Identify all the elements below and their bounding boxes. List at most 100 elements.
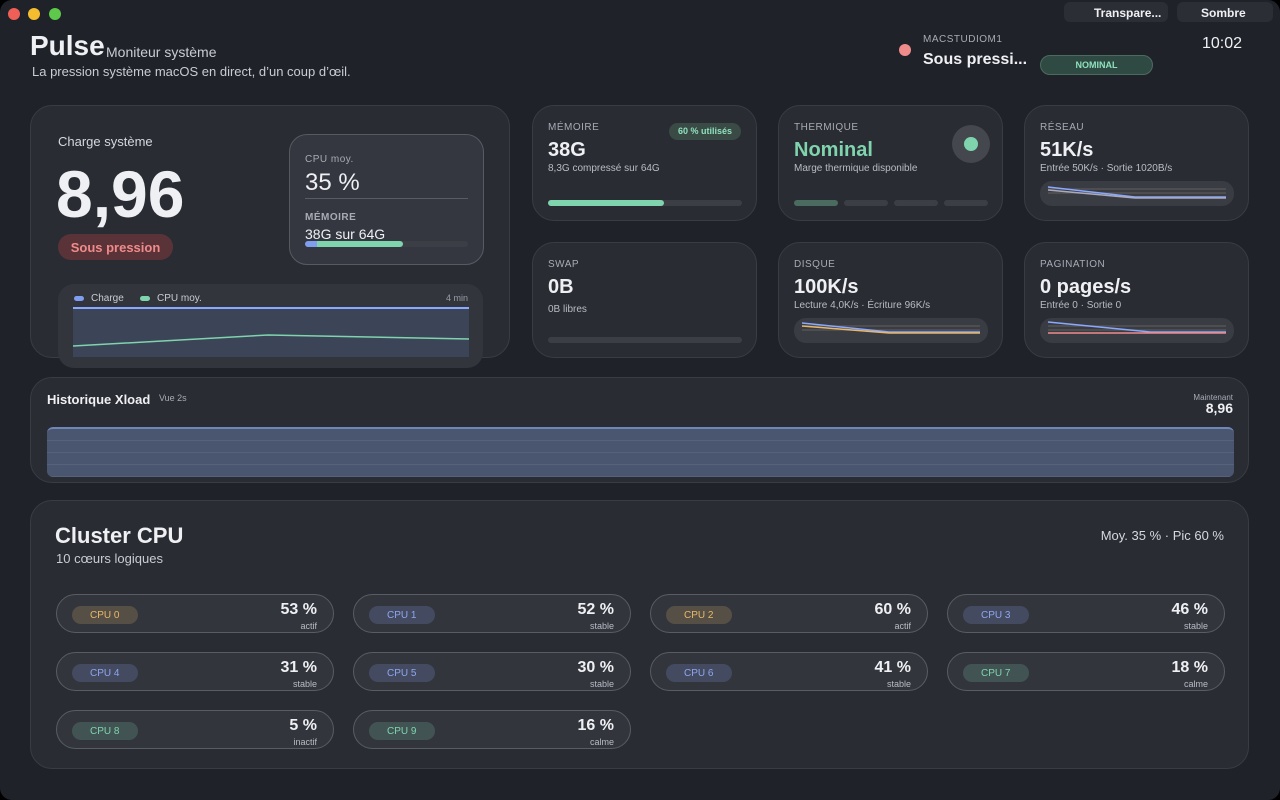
core-value: 5 % <box>289 717 317 734</box>
cluster-summary: Moy. 35 % · Pic 60 % <box>1100 528 1224 543</box>
close-button[interactable] <box>8 8 20 20</box>
segment <box>844 200 888 206</box>
tile-value: 0B <box>548 276 574 298</box>
core-pill: CPU 0 53 % actif <box>56 594 334 633</box>
tile-label: DISQUE <box>794 259 836 270</box>
load-chart: Charge CPU moy. 4 min <box>58 284 483 368</box>
history-card: Historique Xload Vue 2s Maintenant 8,96 <box>30 377 1249 483</box>
sparkline <box>1040 318 1234 343</box>
load-value: 8,96 <box>56 157 185 231</box>
core-name: CPU 2 <box>666 606 732 624</box>
core-value: 18 % <box>1171 659 1208 676</box>
tile-detail: Entrée 0 · Sortie 0 <box>1040 300 1122 311</box>
status-dot <box>899 44 911 56</box>
app-subtitle: Moniteur système <box>106 44 217 60</box>
legend-label: CPU moy. <box>157 293 202 304</box>
cpu-line <box>73 334 469 347</box>
tile-label: THERMIQUE <box>794 122 859 133</box>
status: Sous pressi... <box>923 51 1028 68</box>
legend-swatch <box>74 296 84 301</box>
sparkline-svg <box>1047 321 1226 334</box>
core-state: stable <box>886 679 911 689</box>
core-pill: CPU 6 41 % stable <box>650 652 928 691</box>
core-pill: CPU 8 5 % inactif <box>56 710 334 749</box>
sparkline-svg <box>801 322 980 334</box>
cpu-value: 35 % <box>305 169 360 196</box>
core-pill: CPU 4 31 % stable <box>56 652 334 691</box>
mem-label: MÉMOIRE <box>305 212 357 223</box>
tile-detail: Lecture 4,0K/s · Écriture 96K/s <box>794 300 931 311</box>
core-name: CPU 0 <box>72 606 138 624</box>
transparency-button[interactable]: Transpare... <box>1064 2 1168 22</box>
history-view: Vue 2s <box>159 393 187 403</box>
core-pill: CPU 5 30 % stable <box>353 652 631 691</box>
zoom-button[interactable] <box>49 8 61 20</box>
sparkline-svg <box>1047 186 1226 199</box>
core-value: 16 % <box>577 717 614 734</box>
area <box>73 308 469 357</box>
core-value: 52 % <box>577 601 614 618</box>
core-state: inactif <box>293 737 317 747</box>
core-state: stable <box>292 679 317 689</box>
core-name: CPU 1 <box>369 606 435 624</box>
metric-tile: THERMIQUE Nominal Marge thermique disponib… <box>778 105 1003 221</box>
minimize-button[interactable] <box>28 8 40 20</box>
core-state: actif <box>894 621 911 631</box>
load-label: Charge système <box>58 134 153 149</box>
tile-detail: Marge thermique disponible <box>794 163 918 174</box>
cluster-subtitle: 10 cœurs logiques <box>56 551 163 566</box>
chart-window: 4 min <box>445 293 468 303</box>
tile-label: SWAP <box>548 259 580 270</box>
tile-value: 38G <box>548 139 586 161</box>
core-value: 31 % <box>280 659 317 676</box>
segment <box>794 200 838 206</box>
history-title: Historique Xload <box>47 392 151 407</box>
progress-track <box>548 337 742 343</box>
sparkline <box>1040 181 1234 206</box>
tile-value: Nominal <box>794 139 873 161</box>
core-value: 60 % <box>874 601 911 618</box>
core-value: 46 % <box>1171 601 1208 618</box>
segment <box>894 200 938 206</box>
tile-value: 100K/s <box>794 276 859 298</box>
cpu-label: CPU moy. <box>305 154 354 165</box>
cluster-title: Cluster CPU <box>55 523 184 548</box>
tagline: La pression système macOS en direct, d’u… <box>32 64 351 79</box>
tile-value: 0 pages/s <box>1040 276 1132 298</box>
tile-label: RÉSEAU <box>1040 122 1085 133</box>
divider <box>305 198 468 199</box>
core-value: 53 % <box>280 601 317 618</box>
metric-tile: MÉMOIRE 38G 8,3G compressé sur 64G 60 % uti… <box>532 105 757 221</box>
host: MACSTUDIOM1 <box>923 34 1003 45</box>
progress-fill <box>548 200 664 206</box>
load-status: Sous pression <box>58 234 173 260</box>
core-name: CPU 8 <box>72 722 138 740</box>
legend-swatch <box>140 296 150 301</box>
core-state: stable <box>1183 621 1208 631</box>
sparkline <box>794 318 988 343</box>
tile-label: PAGINATION <box>1040 259 1106 270</box>
history-chart <box>47 427 1234 477</box>
tile-detail: Entrée 50K/s · Sortie 1020B/s <box>1040 163 1173 174</box>
tile-value: 51K/s <box>1040 139 1094 161</box>
app-title: Pulse <box>30 30 105 61</box>
core-pill: CPU 1 52 % stable <box>353 594 631 633</box>
status-badge: NOMINAL <box>1040 55 1153 75</box>
core-name: CPU 7 <box>963 664 1029 682</box>
tile-detail: 0B libres <box>548 304 587 315</box>
load-card: Charge système 8,96 Sous pression CPU mo… <box>30 105 510 368</box>
core-value: 30 % <box>577 659 614 676</box>
core-state: stable <box>589 679 614 689</box>
segment <box>944 200 988 206</box>
theme-button[interactable]: Sombre <box>1177 2 1273 22</box>
core-name: CPU 6 <box>666 664 732 682</box>
core-name: CPU 4 <box>72 664 138 682</box>
cluster-card: Cluster CPU 10 cœurs logiques Moy. 35 % … <box>30 500 1249 769</box>
metric-tile: PAGINATION 0 pages/s Entrée 0 · Sortie 0 <box>1024 242 1249 358</box>
tile-label: MÉMOIRE <box>548 122 600 133</box>
core-state: stable <box>589 621 614 631</box>
metric-tile: SWAP 0B 0B libres <box>532 242 757 358</box>
metric-tile: RÉSEAU 51K/s Entrée 50K/s · Sortie 1020B/s <box>1024 105 1249 221</box>
core-pill: CPU 9 16 % calme <box>353 710 631 749</box>
